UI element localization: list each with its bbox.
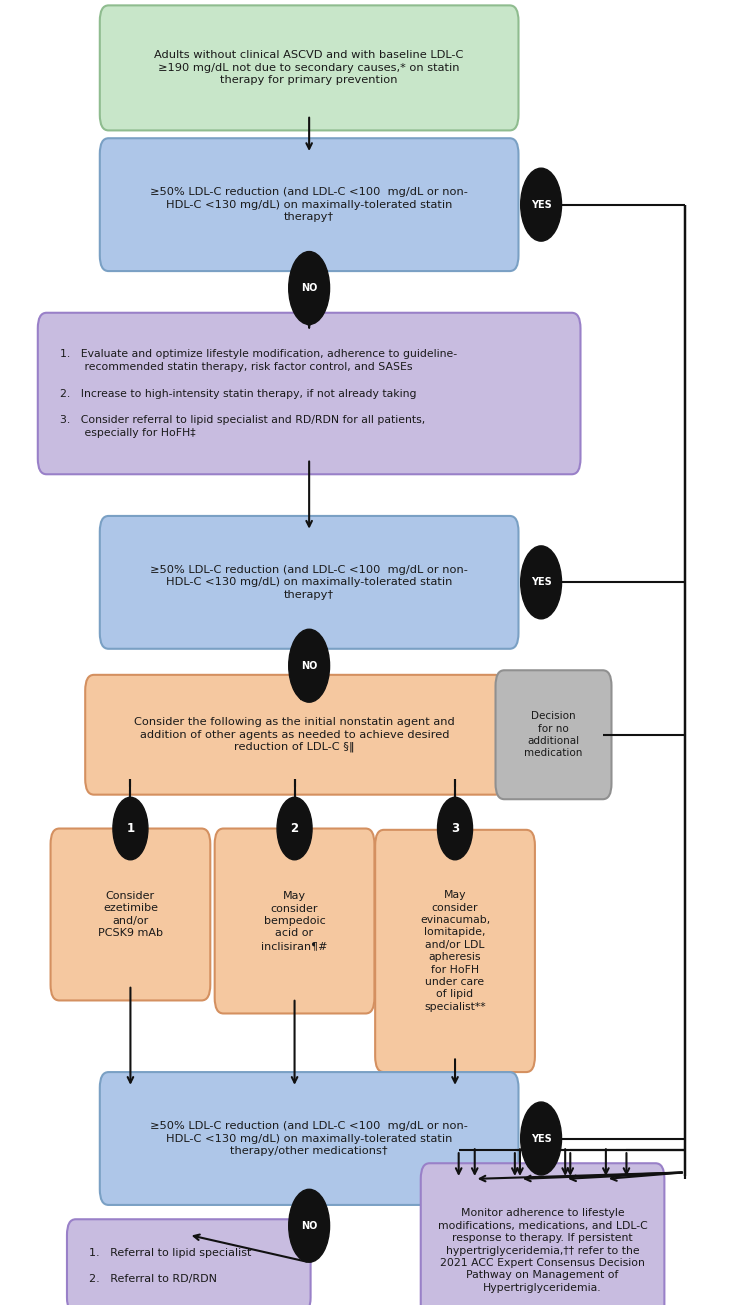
Text: YES: YES [531,1134,551,1143]
Text: Decision
for no
additional
medication: Decision for no additional medication [524,712,583,759]
Text: 1.   Referral to lipid specialist

2.   Referral to RD/RDN: 1. Referral to lipid specialist 2. Refer… [89,1248,251,1284]
FancyBboxPatch shape [420,1163,664,1308]
Text: YES: YES [531,200,551,209]
Text: May
consider
bempedoic
acid or
inclisiran¶#: May consider bempedoic acid or inclisira… [262,891,328,951]
FancyBboxPatch shape [100,515,518,649]
Text: 2: 2 [290,821,298,835]
Circle shape [520,169,562,241]
Text: 3: 3 [451,821,459,835]
Circle shape [277,798,312,859]
Text: ≥50% LDL-C reduction (and LDL-C <100  mg/dL or non-
HDL-C <130 mg/dL) on maximal: ≥50% LDL-C reduction (and LDL-C <100 mg/… [150,187,468,222]
Text: Consider
ezetimibe
and/or
PCSK9 mAb: Consider ezetimibe and/or PCSK9 mAb [98,891,163,938]
FancyBboxPatch shape [85,675,504,795]
Circle shape [520,1103,562,1175]
Circle shape [113,798,148,859]
Text: Adults without clinical ASCVD and with baseline LDL-C
≥190 mg/dL not due to seco: Adults without clinical ASCVD and with b… [154,51,464,85]
FancyBboxPatch shape [100,1073,518,1205]
Text: 1: 1 [126,821,135,835]
Circle shape [520,545,562,619]
Text: NO: NO [301,1220,318,1231]
Text: NO: NO [301,661,318,671]
Text: ≥50% LDL-C reduction (and LDL-C <100  mg/dL or non-
HDL-C <130 mg/dL) on maximal: ≥50% LDL-C reduction (and LDL-C <100 mg/… [150,1121,468,1156]
Text: ≥50% LDL-C reduction (and LDL-C <100  mg/dL or non-
HDL-C <130 mg/dL) on maximal: ≥50% LDL-C reduction (and LDL-C <100 mg/… [150,565,468,600]
FancyBboxPatch shape [37,313,581,475]
Circle shape [289,251,329,324]
Text: Consider the following as the initial nonstatin agent and
addition of other agen: Consider the following as the initial no… [135,717,455,752]
Text: YES: YES [531,577,551,587]
FancyBboxPatch shape [215,828,374,1014]
Circle shape [289,1189,329,1262]
Circle shape [289,629,329,702]
FancyBboxPatch shape [375,829,535,1073]
Text: 1.   Evaluate and optimize lifestyle modification, adherence to guideline-
     : 1. Evaluate and optimize lifestyle modif… [60,349,456,438]
Text: Monitor adherence to lifestyle
modifications, medications, and LDL-C
response to: Monitor adherence to lifestyle modificat… [437,1209,648,1292]
FancyBboxPatch shape [100,5,518,131]
FancyBboxPatch shape [100,139,518,271]
FancyBboxPatch shape [51,828,210,1001]
FancyBboxPatch shape [67,1219,311,1308]
Text: NO: NO [301,283,318,293]
Circle shape [437,798,473,859]
FancyBboxPatch shape [495,670,612,799]
Text: May
consider
evinacumab,
lomitapide,
and/or LDL
apheresis
for HoFH
under care
of: May consider evinacumab, lomitapide, and… [420,891,490,1012]
